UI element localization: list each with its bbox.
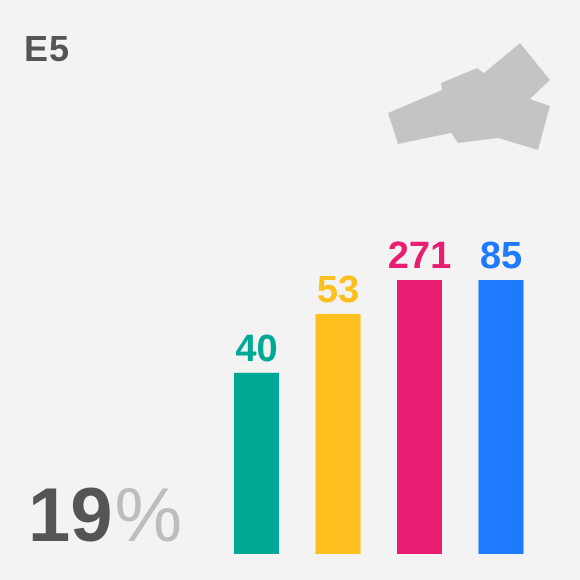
bar-2: [315, 313, 361, 554]
bar-1: [234, 372, 279, 554]
percentage-value: 19: [28, 473, 113, 558]
bar-value-label-2: 53: [317, 269, 359, 311]
percentage-readout: 19%: [28, 478, 182, 554]
bar-3: [397, 280, 442, 554]
bar-value-label-3: 271: [388, 235, 451, 277]
bar-value-label-1: 40: [235, 328, 277, 370]
district-map-shape: [388, 43, 550, 150]
bar-4: [478, 280, 524, 554]
district-map-icon: [388, 43, 550, 150]
bar-value-label-4: 85: [480, 235, 522, 277]
percent-symbol: %: [114, 473, 183, 558]
area-code-label: E5: [24, 28, 71, 69]
